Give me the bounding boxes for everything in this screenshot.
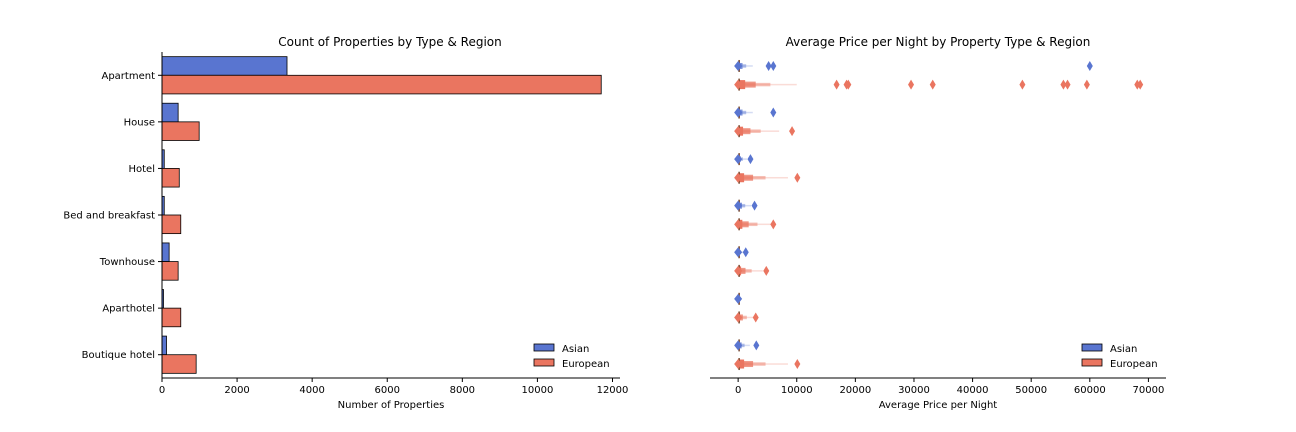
- lv-box-european-hotel: [738, 171, 788, 184]
- count-chart-y-ticks: Apartment House Hotel Bed and breakfast Town…: [63, 71, 162, 361]
- outlier-asian-house-low: [734, 107, 743, 118]
- outlier-european-apartment: [845, 79, 852, 90]
- count-chart-title: Count of Properties by Type & Region: [278, 35, 501, 49]
- outlier-asian-house: [770, 107, 777, 118]
- legend-label-european: European: [562, 359, 610, 370]
- outlier-european-apartment: [1019, 79, 1026, 90]
- bar-european-apartment: [161, 74, 602, 95]
- outlier-european-hotel: [794, 172, 801, 183]
- outlier-asian-aparthotel-low: [734, 293, 743, 304]
- outlier-european-apartment: [1060, 79, 1067, 90]
- count-chart-x-label: Number of Properties: [338, 400, 445, 411]
- bar-asian-house: [161, 102, 179, 123]
- lv-box-european-apartment: [738, 78, 797, 91]
- price-chart-x-ticks: 0 10000 20000 30000 40000 50000 60000 70000: [735, 378, 1164, 396]
- legend-swatch-asian: [1081, 343, 1103, 352]
- x-tick-label: 0: [735, 385, 741, 396]
- price-chart-title: Average Price per Night by Property Type…: [786, 35, 1091, 49]
- outlier-european-boutique-hotel: [794, 359, 801, 370]
- x-tick-label: 10000: [781, 385, 813, 396]
- x-tick-label: 8000: [450, 385, 475, 396]
- price-chart: Average Price per Night by Property Type…: [710, 35, 1166, 411]
- x-tick-label: 0: [159, 385, 165, 396]
- outlier-asian-boutique-hotel: [753, 340, 760, 351]
- x-tick-label: 10000: [522, 385, 554, 396]
- outlier-european-apartment: [908, 79, 915, 90]
- outlier-european-aparthotel: [752, 312, 759, 323]
- bar-european-boutique-hotel: [161, 354, 197, 374]
- price-chart-x-label: Average Price per Night: [879, 400, 998, 411]
- outlier-european-bed-and-breakfast-low: [734, 219, 743, 230]
- outlier-european-townhouse-low: [734, 265, 743, 276]
- bar-asian-apartment: [161, 56, 288, 76]
- outlier-european-hotel-low: [734, 172, 743, 183]
- bar-european-aparthotel: [161, 307, 182, 328]
- x-tick-label: 12000: [597, 385, 629, 396]
- bar-european-hotel: [161, 168, 180, 188]
- y-tick-label: Bed and breakfast: [63, 211, 155, 222]
- y-tick-label: House: [124, 117, 155, 128]
- x-tick-label: 50000: [1015, 385, 1047, 396]
- y-tick-label: Hotel: [129, 164, 156, 175]
- count-chart: Count of Properties by Type & Region 0 20…: [63, 35, 628, 411]
- bar-european-bed-and-breakfast: [161, 214, 182, 235]
- legend-label-european: European: [1110, 359, 1158, 370]
- outlier-asian-boutique-hotel-low: [734, 340, 743, 351]
- outlier-asian-bed-and-breakfast-low: [734, 200, 743, 211]
- x-tick-label: 60000: [1074, 385, 1106, 396]
- x-tick-label: 20000: [839, 385, 871, 396]
- count-chart-x-ticks: 0 2000 4000 6000 8000 10000 12000: [159, 378, 629, 396]
- y-tick-label: Apartment: [101, 71, 155, 82]
- outlier-european-townhouse: [763, 265, 770, 276]
- outlier-european-apartment: [1083, 79, 1090, 90]
- legend-swatch-asian: [533, 343, 555, 352]
- outlier-european-apartment-low: [734, 79, 743, 90]
- bar-asian-townhouse: [161, 242, 170, 262]
- bar-asian-boutique-hotel: [161, 335, 167, 356]
- y-tick-label: Aparthotel: [102, 304, 155, 315]
- outlier-asian-apartment: [765, 60, 772, 71]
- outlier-asian-townhouse: [742, 247, 749, 258]
- price-chart-marks: [734, 59, 1144, 371]
- outlier-european-apartment: [929, 79, 936, 90]
- x-tick-label: 2000: [224, 385, 249, 396]
- outlier-european-apartment: [833, 79, 840, 90]
- outlier-asian-apartment: [770, 60, 777, 71]
- x-tick-label: 30000: [898, 385, 930, 396]
- outlier-european-bed-and-breakfast: [770, 219, 777, 230]
- x-tick-label: 4000: [299, 385, 324, 396]
- outlier-asian-apartment: [1086, 60, 1093, 71]
- outlier-asian-hotel: [747, 154, 754, 165]
- outlier-european-boutique-hotel-low: [734, 359, 743, 370]
- legend-swatch-european: [533, 358, 555, 367]
- x-tick-label: 70000: [1133, 385, 1165, 396]
- outlier-asian-apartment-low: [734, 60, 743, 71]
- count-chart-bars: [161, 56, 602, 374]
- bar-european-house: [161, 121, 200, 141]
- outlier-european-apartment: [1137, 79, 1144, 90]
- legend-swatch-european: [1081, 358, 1103, 367]
- outlier-european-aparthotel-low: [734, 312, 743, 323]
- lv-box-european-house: [738, 125, 780, 138]
- y-tick-label: Townhouse: [99, 257, 155, 268]
- outlier-asian-hotel-low: [734, 154, 743, 165]
- bar-european-townhouse: [161, 261, 179, 281]
- y-tick-label: Boutique hotel: [82, 350, 155, 361]
- legend-label-asian: Asian: [562, 344, 589, 355]
- count-chart-legend: Asian European: [533, 343, 610, 370]
- lv-box-european-bed-and-breakfast: [738, 218, 774, 231]
- outlier-asian-townhouse-low: [734, 247, 743, 258]
- lv-box-european-boutique-hotel: [738, 358, 788, 371]
- outlier-european-house: [789, 126, 796, 137]
- outlier-european-apartment: [1064, 79, 1071, 90]
- legend-label-asian: Asian: [1110, 344, 1137, 355]
- price-chart-legend: Asian European: [1081, 343, 1158, 370]
- x-tick-label: 6000: [375, 385, 400, 396]
- outlier-european-house-low: [734, 126, 743, 137]
- x-tick-label: 40000: [957, 385, 989, 396]
- outlier-asian-bed-and-breakfast: [751, 200, 758, 211]
